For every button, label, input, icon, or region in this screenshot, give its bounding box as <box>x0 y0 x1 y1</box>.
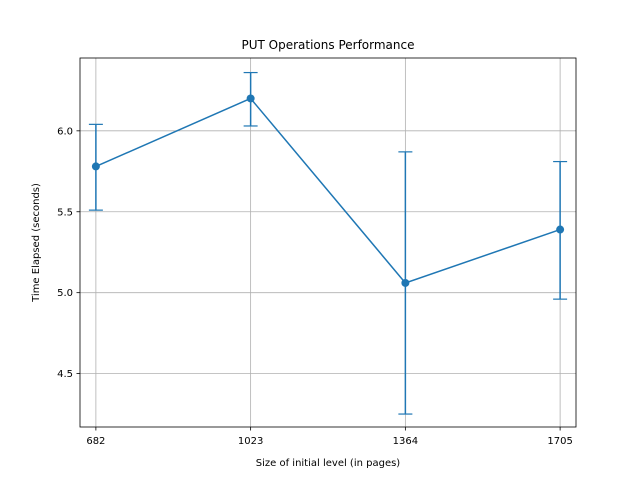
x-axis-label: Size of initial level (in pages) <box>256 458 401 469</box>
y-tick-label: 5.5 <box>57 207 73 218</box>
data-point <box>246 94 255 103</box>
x-tick-label: 1023 <box>238 436 263 447</box>
chart-title: PUT Operations Performance <box>242 38 415 52</box>
error-bars <box>88 71 568 415</box>
x-axis: 682 1023 1364 1705 <box>86 427 573 447</box>
x-tick-label: 1364 <box>393 436 418 447</box>
series-line <box>95 97 561 284</box>
data-points <box>91 94 565 287</box>
y-axis-label: Time Elapsed (seconds) <box>31 183 42 303</box>
y-axis: 4.5 5.0 5.5 6.0 <box>57 126 80 380</box>
data-point <box>556 225 565 234</box>
grid <box>80 58 576 427</box>
data-point <box>91 162 100 171</box>
y-tick-label: 6.0 <box>57 126 73 137</box>
data-point <box>401 278 410 287</box>
x-tick-label: 682 <box>86 436 105 447</box>
y-tick-label: 4.5 <box>57 369 73 380</box>
plot-frame <box>79 57 577 428</box>
x-tick-label: 1705 <box>547 436 572 447</box>
y-tick-label: 5.0 <box>57 288 73 299</box>
